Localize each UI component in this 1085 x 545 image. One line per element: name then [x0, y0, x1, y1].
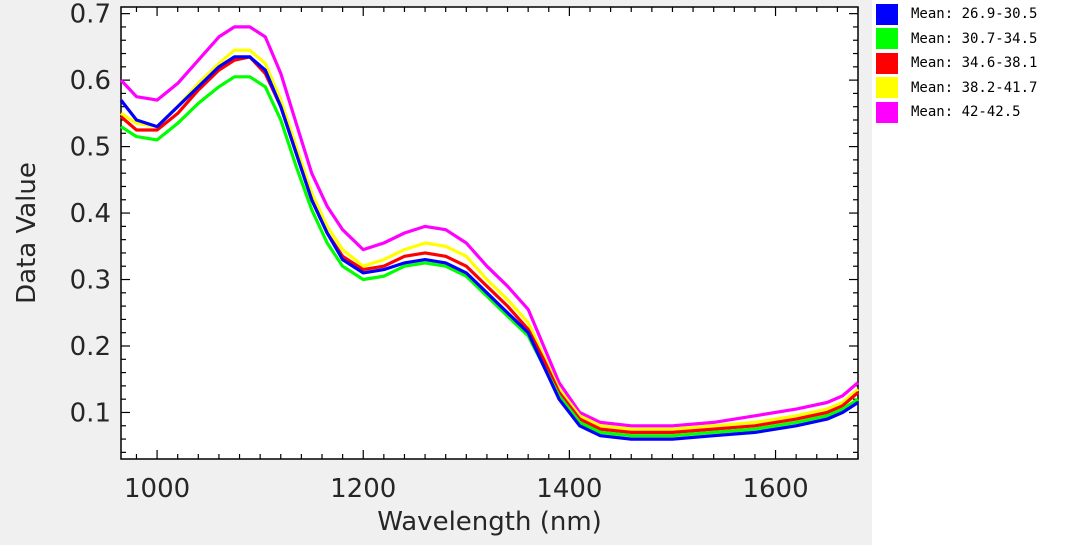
x-axis-title: Wavelength (nm) — [377, 507, 602, 537]
legend-swatch — [876, 52, 898, 74]
legend-label: Mean: 38.2-41.7 — [911, 79, 1038, 96]
legend-label: Mean: 34.6-38.1 — [911, 55, 1038, 72]
plot-area — [120, 6, 859, 460]
x-tick-label: 1000 — [124, 474, 190, 504]
legend-label: Mean: 30.7-34.5 — [911, 30, 1038, 47]
legend-item: Mean: 26.9-30.5 — [876, 2, 1037, 27]
series-line-4 — [120, 48, 860, 431]
legend-item: Mean: 38.2-41.7 — [876, 76, 1037, 101]
x-tick-label: 1600 — [742, 474, 808, 504]
tick-labels: 1000 1200 1400 1600 0.1 0.2 0.3 0.4 0.5 0.6 0.7 — [70, 0, 809, 504]
series-line-3 — [119, 55, 860, 434]
legend-item: Mean: 34.6-38.1 — [876, 51, 1037, 76]
y-tick-label: 0.4 — [70, 199, 111, 229]
legend-item: Mean: 30.7-34.5 — [876, 27, 1037, 52]
y-tick-label: 0.6 — [70, 66, 111, 96]
legend: Mean: 26.9-30.5 Mean: 30.7-34.5 Mean: 34.6… — [876, 2, 1037, 125]
y-tick-label: 0.1 — [70, 398, 111, 428]
x-tick-label: 1400 — [536, 474, 602, 504]
series-layer — [119, 25, 860, 441]
legend-swatch — [876, 101, 898, 123]
series-line-2 — [120, 75, 859, 438]
series-line-5 — [119, 25, 860, 428]
legend-swatch — [876, 28, 898, 50]
y-tick-label: 0.5 — [70, 133, 111, 163]
y-tick-label: 0.3 — [70, 266, 111, 296]
axis-ticks — [121, 7, 859, 459]
y-tick-label: 0.7 — [70, 0, 111, 30]
legend-label: Mean: 42-42.5 — [911, 104, 1021, 121]
line-chart: 1000 1200 1400 1600 0.1 0.2 0.3 0.4 0.5 0.6 0.7 Wa… — [12, 0, 860, 537]
y-axis-title: Data Value — [12, 162, 42, 304]
x-tick-label: 1200 — [330, 474, 396, 504]
series-line-1 — [119, 55, 859, 441]
legend-item: Mean: 42-42.5 — [876, 100, 1037, 125]
legend-swatch — [876, 3, 898, 25]
legend-label: Mean: 26.9-30.5 — [911, 6, 1038, 23]
legend-swatch — [876, 77, 898, 99]
plot-panel: 1000 1200 1400 1600 0.1 0.2 0.3 0.4 0.5 0.6 0.7 Wa… — [0, 0, 872, 545]
y-tick-label: 0.2 — [70, 332, 111, 362]
